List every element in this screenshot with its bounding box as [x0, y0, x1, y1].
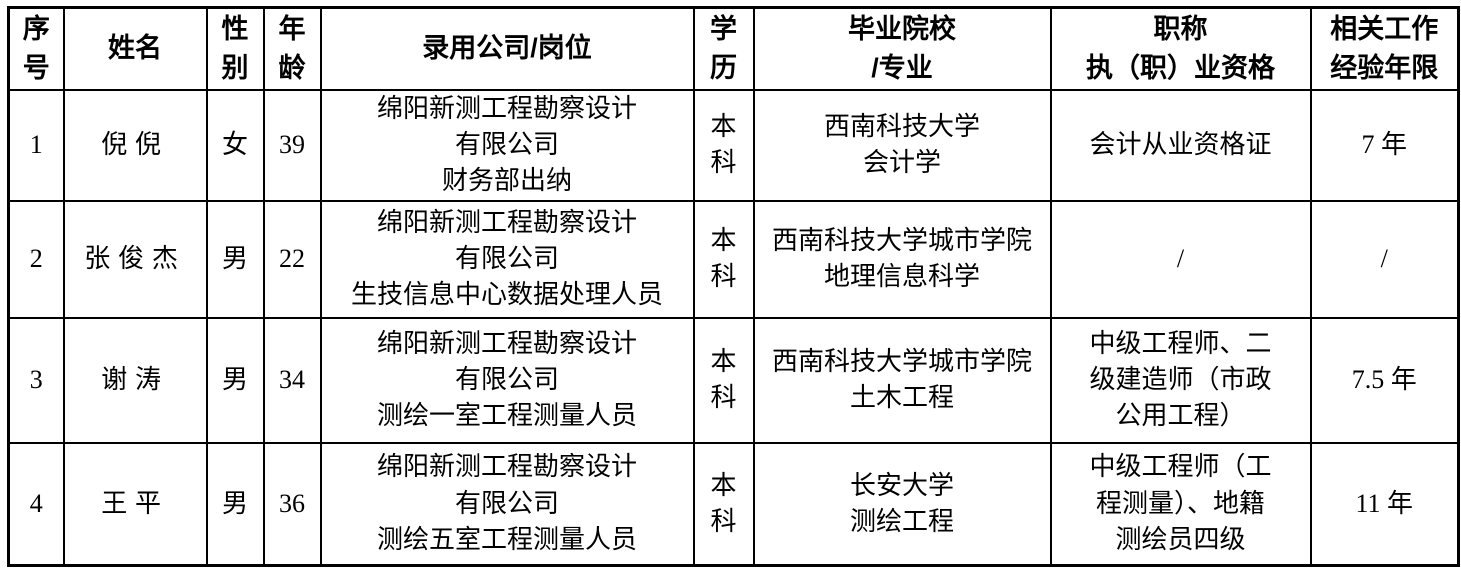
cell-experience: 11 年 [1309, 441, 1460, 567]
cell-company-position: 绵阳新测工程勘察设计 有限公司 测绘一室工程测量人员 [319, 316, 695, 444]
cell-name: 谢涛 [62, 316, 208, 444]
cell-no: 4 [7, 441, 65, 567]
cell-no: 2 [7, 199, 65, 319]
header-cell-gender: 性 别 [205, 6, 265, 91]
cell-qualification: 会计从业资格证 [1049, 88, 1312, 202]
cell-gender: 男 [205, 441, 265, 567]
header-cell-school-major: 毕业院校 /专业 [752, 6, 1052, 91]
cell-gender: 男 [205, 316, 265, 444]
cell-company-position: 绵阳新测工程勘察设计 有限公司 财务部出纳 [319, 88, 695, 202]
table-body: 1 倪倪 女 39 绵阳新测工程勘察设计 有限公司 财务部出纳 本 科 西南科技… [7, 88, 1460, 567]
cell-experience: 7.5 年 [1309, 316, 1460, 444]
cell-name: 王平 [62, 441, 208, 567]
cell-education: 本 科 [692, 441, 755, 567]
cell-gender: 女 [205, 88, 265, 202]
cell-education: 本 科 [692, 316, 755, 444]
cell-age: 22 [262, 199, 322, 319]
cell-experience: / [1309, 199, 1460, 319]
cell-age: 39 [262, 88, 322, 202]
header-cell-company-position: 录用公司/岗位 [319, 6, 695, 91]
recruitment-roster-table: 序 号 姓名 性 别 年 龄 录用公司/岗位 学 历 毕业院校 /专业 职称 执… [7, 6, 1460, 568]
header-cell-experience: 相关工作 经验年限 [1309, 6, 1460, 91]
cell-no: 1 [7, 88, 65, 202]
cell-no: 3 [7, 316, 65, 444]
header-cell-education: 学 历 [692, 6, 755, 91]
cell-age: 36 [262, 441, 322, 567]
table-row: 4 王平 男 36 绵阳新测工程勘察设计 有限公司 测绘五室工程测量人员 本 科… [7, 441, 1460, 567]
cell-gender: 男 [205, 199, 265, 319]
header-row: 序 号 姓名 性 别 年 龄 录用公司/岗位 学 历 毕业院校 /专业 职称 执… [7, 6, 1460, 91]
header-cell-no: 序 号 [7, 6, 65, 91]
cell-qualification: 中级工程师、二 级建造师（市政 公用工程） [1049, 316, 1312, 444]
cell-qualification: 中级工程师（工 程测量）、地籍 测绘员四级 [1049, 441, 1312, 567]
cell-school-major: 西南科技大学城市学院 地理信息科学 [752, 199, 1052, 319]
header-cell-name: 姓名 [62, 6, 208, 91]
cell-age: 34 [262, 316, 322, 444]
cell-name: 张俊杰 [62, 199, 208, 319]
cell-company-position: 绵阳新测工程勘察设计 有限公司 生技信息中心数据处理人员 [319, 199, 695, 319]
table-row: 1 倪倪 女 39 绵阳新测工程勘察设计 有限公司 财务部出纳 本 科 西南科技… [7, 88, 1460, 202]
cell-qualification: / [1049, 199, 1312, 319]
header-cell-qualification: 职称 执（职）业资格 [1049, 6, 1312, 91]
cell-school-major: 西南科技大学城市学院 土木工程 [752, 316, 1052, 444]
cell-experience: 7 年 [1309, 88, 1460, 202]
cell-education: 本 科 [692, 199, 755, 319]
cell-education: 本 科 [692, 88, 755, 202]
header-cell-age: 年 龄 [262, 6, 322, 91]
table-row: 2 张俊杰 男 22 绵阳新测工程勘察设计 有限公司 生技信息中心数据处理人员 … [7, 199, 1460, 319]
cell-school-major: 长安大学 测绘工程 [752, 441, 1052, 567]
cell-name: 倪倪 [62, 88, 208, 202]
cell-school-major: 西南科技大学 会计学 [752, 88, 1052, 202]
table-row: 3 谢涛 男 34 绵阳新测工程勘察设计 有限公司 测绘一室工程测量人员 本 科… [7, 316, 1460, 444]
cell-company-position: 绵阳新测工程勘察设计 有限公司 测绘五室工程测量人员 [319, 441, 695, 567]
table-header: 序 号 姓名 性 别 年 龄 录用公司/岗位 学 历 毕业院校 /专业 职称 执… [7, 6, 1460, 91]
